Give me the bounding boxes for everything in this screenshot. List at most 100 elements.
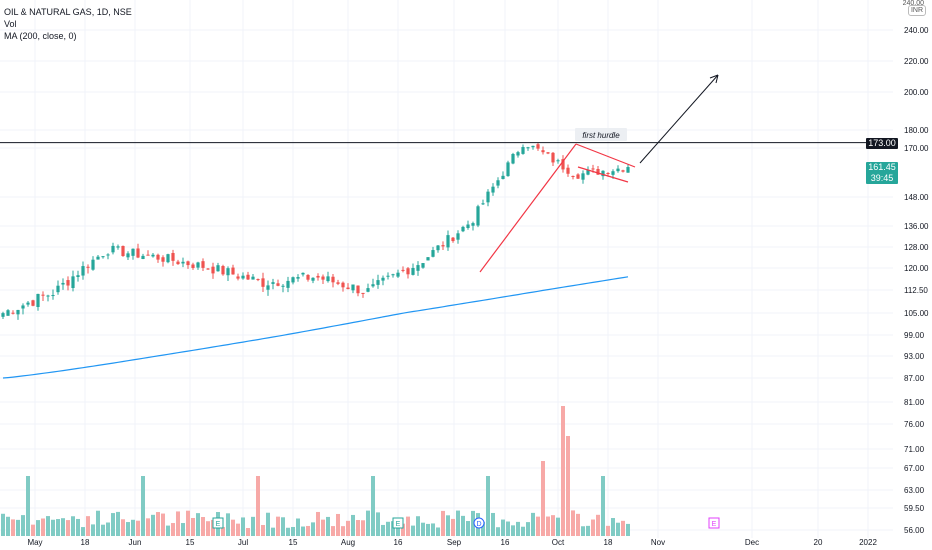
volume-bar xyxy=(156,512,160,536)
candle-body xyxy=(296,277,300,279)
currency-badge[interactable]: INR xyxy=(907,5,926,16)
candle-body xyxy=(106,254,110,256)
price-axis[interactable]: 240.00 220.00 200.00 180.00 170.00 148.00 136.… xyxy=(904,26,929,535)
candle-body xyxy=(461,226,465,232)
candle-body xyxy=(41,294,45,296)
candle-body xyxy=(326,276,330,282)
price-tick-label: 87.00 xyxy=(904,374,925,383)
volume-bar xyxy=(596,514,600,536)
candle-body xyxy=(541,150,545,153)
price-tick-label: 93.00 xyxy=(904,352,925,361)
candle-body xyxy=(331,276,335,283)
candle-body xyxy=(411,267,415,275)
candle-body xyxy=(626,167,630,173)
candle-body xyxy=(246,274,250,280)
volume-bar xyxy=(166,525,170,536)
trendline-drawings[interactable]: first hurdle xyxy=(0,74,893,273)
volume-bar xyxy=(606,525,610,536)
volume-bar xyxy=(561,406,565,536)
volume-bar xyxy=(96,510,100,536)
candle-body xyxy=(491,186,495,193)
chart-grid xyxy=(0,0,893,538)
volume-bar xyxy=(251,516,255,536)
candle-body xyxy=(226,268,230,276)
volume-bar xyxy=(351,514,355,536)
volume-bar xyxy=(481,521,485,536)
candle-body xyxy=(6,310,10,316)
time-tick-label: 16 xyxy=(394,538,403,547)
volume-label[interactable]: Vol xyxy=(4,19,17,29)
volume-bar xyxy=(536,516,540,536)
volume-bar xyxy=(406,516,410,536)
candle-body xyxy=(556,160,560,162)
volume-bar xyxy=(501,519,505,536)
candle-body xyxy=(336,282,340,284)
moving-average-label[interactable]: MA (200, close, 0) xyxy=(4,31,77,41)
candle-body xyxy=(96,256,100,260)
candle-body xyxy=(26,302,30,305)
volume-bar xyxy=(531,512,535,536)
candle-body xyxy=(211,266,215,274)
volume-bar xyxy=(301,526,305,536)
volume-bar xyxy=(611,518,615,536)
candle-body xyxy=(16,309,20,315)
volume-bar xyxy=(361,520,365,536)
volume-bar xyxy=(346,520,350,536)
candle-body xyxy=(476,206,480,226)
volume-bar xyxy=(36,520,40,536)
volume-bar xyxy=(311,522,315,536)
candle-body xyxy=(221,266,225,275)
volume-bar xyxy=(316,511,320,536)
volume-bar xyxy=(106,522,110,536)
chart-legend: OIL & NATURAL GAS, 1D, NSE Vol MA (200, … xyxy=(4,6,132,42)
annotation-box xyxy=(575,128,627,141)
ma-path xyxy=(2,276,629,379)
candle-body xyxy=(341,282,345,288)
volume-bar xyxy=(171,523,175,536)
volume-bar xyxy=(41,518,45,536)
time-tick-label: Aug xyxy=(341,538,355,547)
candle-body xyxy=(456,233,460,240)
price-tick-label: 71.00 xyxy=(904,445,925,454)
candle-body xyxy=(181,261,185,264)
candle-body xyxy=(136,248,140,258)
candle-body xyxy=(576,174,580,179)
volume-bar xyxy=(381,524,385,536)
candle-body xyxy=(361,292,365,294)
candle-body xyxy=(531,145,535,148)
volume-bar xyxy=(571,510,575,536)
volume-bar xyxy=(31,524,35,536)
volume-bar xyxy=(281,517,285,536)
volume-bar xyxy=(436,527,440,536)
last-price-value: 161.45 xyxy=(868,162,896,172)
candle-body xyxy=(266,285,270,290)
price-tick-label: 200.00 xyxy=(904,88,929,97)
candle-body xyxy=(371,284,375,287)
volume-bar xyxy=(26,476,30,536)
time-tick-label: Nov xyxy=(651,538,665,547)
candle-body xyxy=(416,265,420,271)
time-axis[interactable]: May 18 Jun 15 Jul 15 Aug 16 Sep 16 Oct 18 Nov Dec 20 20… xyxy=(27,538,877,547)
candle-body xyxy=(436,245,440,251)
event-label: E xyxy=(396,521,401,528)
candle-body xyxy=(391,274,395,276)
volume-bar xyxy=(186,510,190,536)
moving-average-line xyxy=(2,276,629,379)
candle-body xyxy=(1,313,5,317)
time-tick-label: Oct xyxy=(552,538,565,547)
earnings-event-icon xyxy=(708,517,720,529)
volume-bar xyxy=(76,518,80,536)
candle-body xyxy=(551,152,555,163)
symbol-label[interactable]: OIL & NATURAL GAS, 1D, NSE xyxy=(4,7,132,17)
candle-body xyxy=(206,268,210,270)
volume-bar xyxy=(291,526,295,536)
volume-bar xyxy=(556,517,560,536)
event-label: E xyxy=(216,521,221,528)
dividend-event-icon xyxy=(473,517,485,529)
volume-bar xyxy=(201,517,205,536)
candle-body xyxy=(191,264,195,268)
annotation-text: first hurdle xyxy=(582,131,620,140)
volume-bar xyxy=(256,476,260,536)
